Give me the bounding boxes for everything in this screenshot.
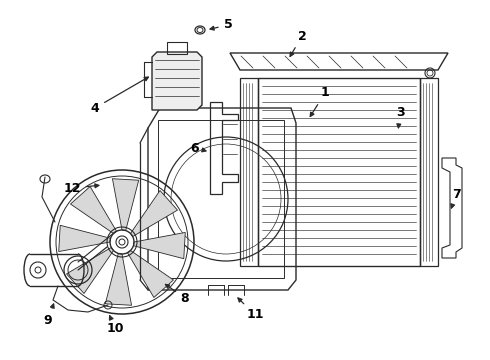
Text: 3: 3 (396, 105, 404, 128)
Text: 4: 4 (91, 77, 148, 114)
Text: 6: 6 (191, 141, 206, 154)
Polygon shape (67, 247, 114, 293)
Polygon shape (71, 186, 117, 234)
Bar (240, 78, 258, 266)
Bar (258, 78, 420, 266)
Bar (158, 120, 284, 278)
Polygon shape (133, 233, 185, 259)
Text: 1: 1 (310, 86, 329, 117)
Text: 11: 11 (238, 298, 264, 321)
Text: 5: 5 (210, 18, 232, 31)
Polygon shape (112, 179, 139, 231)
Bar (420, 78, 438, 266)
Polygon shape (105, 253, 131, 305)
Text: 8: 8 (166, 284, 189, 305)
Text: 9: 9 (44, 304, 54, 327)
Text: 10: 10 (106, 316, 124, 334)
Polygon shape (59, 225, 111, 252)
Polygon shape (152, 52, 202, 110)
Text: 2: 2 (290, 30, 306, 57)
Polygon shape (130, 190, 177, 237)
Text: 7: 7 (451, 189, 461, 208)
Polygon shape (127, 251, 173, 297)
Text: 12: 12 (63, 181, 99, 194)
Bar (167, 42, 187, 54)
